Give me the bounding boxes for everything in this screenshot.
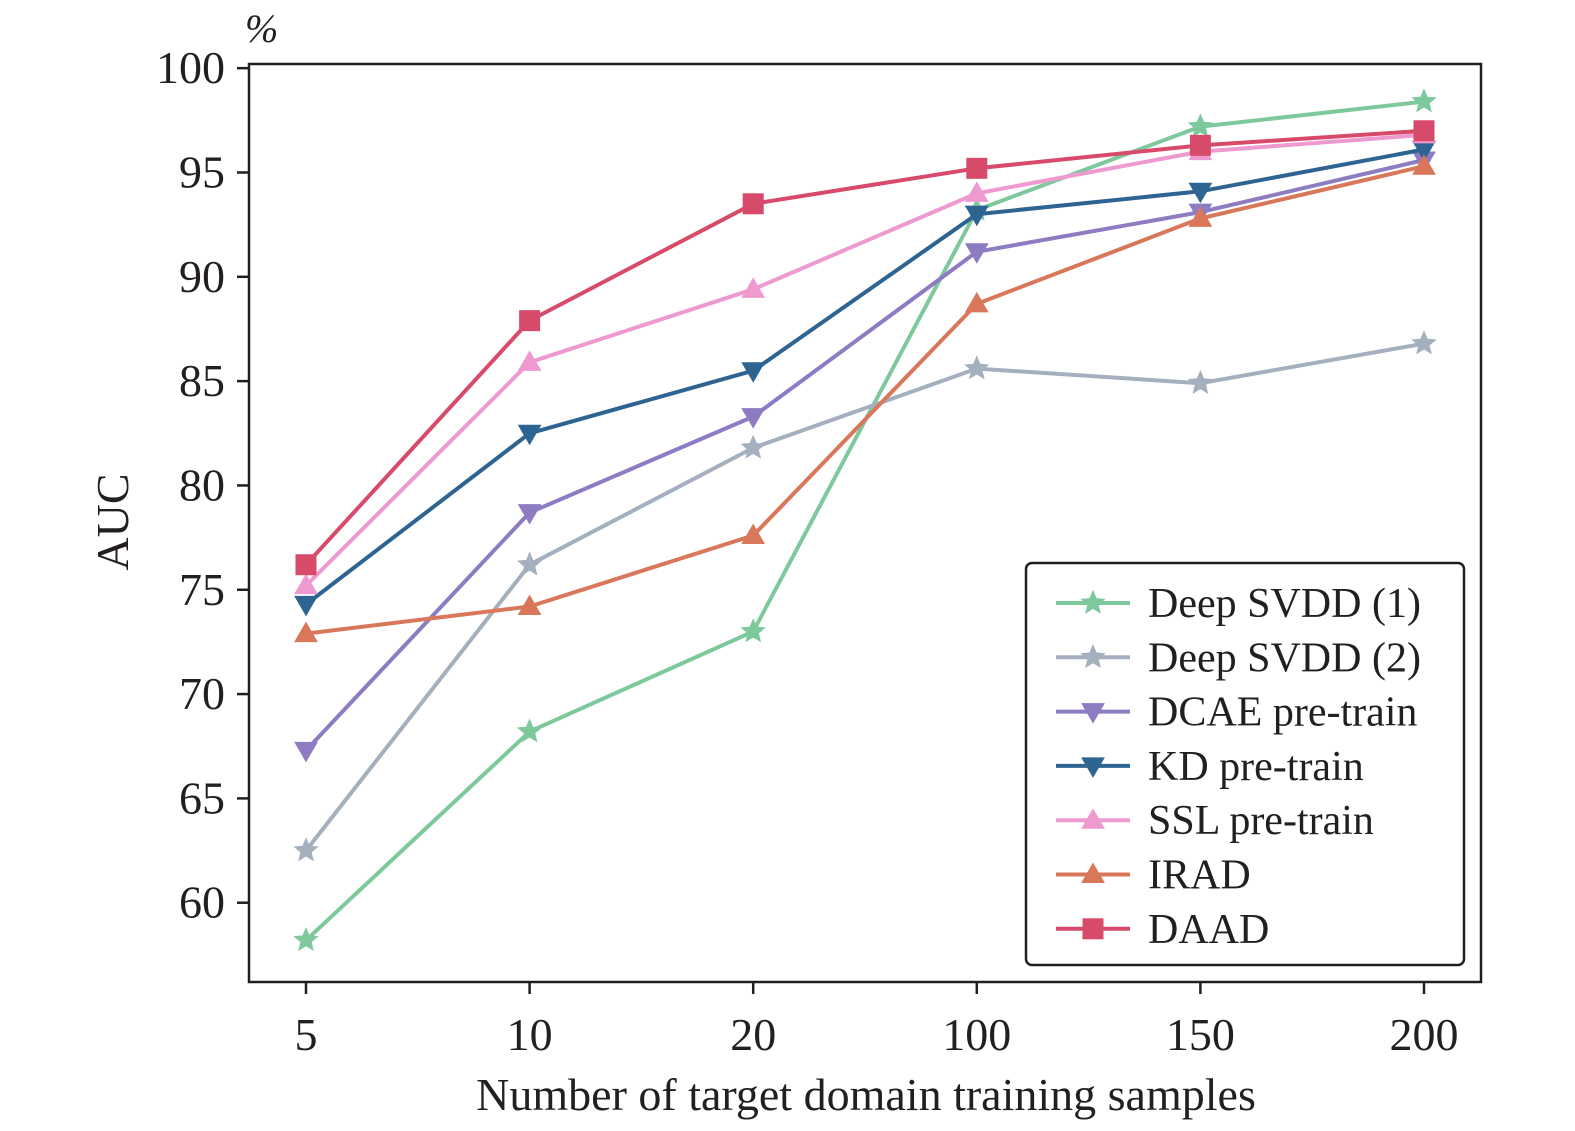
data-point: [1187, 113, 1214, 138]
legend-marker: [1081, 703, 1105, 724]
legend-marker: [1081, 757, 1105, 778]
x-tick-label: 150: [1166, 1009, 1235, 1060]
y-tick-label: 70: [179, 668, 225, 719]
series-line: [304, 132, 1425, 588]
legend-item: Deep SVDD (2): [1056, 635, 1421, 681]
data-point: [741, 362, 766, 383]
data-point: [742, 193, 764, 215]
y-tick-label: 85: [179, 355, 225, 406]
series-irad: [294, 154, 1436, 643]
legend-item: KD pre-train: [1056, 744, 1364, 790]
plot-frame: [247, 62, 1483, 984]
series-line: [305, 164, 1425, 636]
data-point: [294, 595, 318, 617]
legend: Deep SVDD (1) Deep SVDD (2) DCAE pre-train…: [1024, 561, 1466, 967]
series-dcae-pre-train: [294, 151, 1436, 763]
data-point: [516, 551, 543, 576]
data-point: [1411, 330, 1437, 355]
data-point: [964, 291, 989, 313]
data-point: [1189, 134, 1211, 156]
legend-label: IRAD: [1148, 853, 1251, 899]
data-point: [1411, 88, 1437, 113]
series-line: [304, 158, 1425, 752]
legend-label: DCAE pre-train: [1148, 690, 1417, 736]
series-daad: [295, 120, 1435, 576]
series-kd-pre-train: [294, 141, 1436, 617]
data-point: [293, 927, 319, 952]
data-point: [1413, 120, 1435, 142]
data-point: [517, 424, 542, 446]
data-point: [295, 554, 317, 576]
y-unit-label: %: [245, 6, 278, 51]
data-point: [741, 277, 766, 298]
y-tick-label: 95: [179, 146, 225, 197]
data-point: [740, 618, 766, 643]
legend-marker: [1080, 589, 1106, 614]
data-point: [1188, 182, 1213, 204]
data-point: [966, 157, 988, 179]
series-ssl-pre-train: [294, 122, 1436, 595]
x-tick-label: 200: [1390, 1009, 1459, 1060]
x-axis: 5 10 20 100 150 200: [295, 982, 1459, 1060]
legend-item: IRAD: [1056, 853, 1251, 899]
data-point: [741, 408, 766, 429]
y-axis: 60 65 70 75 80 85 90 95 100: [156, 42, 249, 928]
x-tick-label: 100: [942, 1009, 1011, 1060]
legend-marker: [1081, 808, 1105, 829]
series-line: [304, 128, 1425, 567]
data-point: [294, 573, 318, 595]
legend-marker: [1080, 644, 1106, 669]
y-axis-title: AUC: [87, 473, 138, 570]
data-point: [964, 243, 989, 264]
legend-label: Deep SVDD (2): [1148, 635, 1421, 681]
x-tick-label: 20: [730, 1009, 776, 1060]
y-tick-label: 90: [179, 251, 225, 302]
data-point: [1188, 206, 1213, 227]
series-layer: [293, 88, 1437, 952]
legend-item: SSL pre-train: [1056, 798, 1374, 844]
data-point: [516, 718, 543, 743]
y-tick-label: 60: [179, 877, 225, 928]
legend-item: DCAE pre-train: [1056, 690, 1417, 736]
y-tick-label: 100: [156, 42, 225, 93]
data-point: [517, 594, 542, 615]
legend-item: Deep SVDD (1): [1056, 581, 1421, 627]
y-tick-label: 65: [179, 772, 225, 823]
legend-label: Deep SVDD (1): [1148, 581, 1421, 627]
legend-box: [1024, 561, 1466, 967]
y-tick-label: 75: [179, 564, 225, 615]
series-line: [304, 147, 1425, 606]
data-point: [294, 621, 318, 643]
data-point: [1187, 369, 1214, 394]
data-point: [964, 181, 989, 202]
data-point: [293, 837, 319, 862]
data-point: [740, 434, 766, 459]
legend-label: KD pre-train: [1148, 744, 1364, 790]
data-point: [517, 504, 542, 525]
legend-item: DAAD: [1056, 907, 1269, 953]
data-point: [964, 205, 989, 227]
legend-label: SSL pre-train: [1148, 798, 1374, 844]
data-point: [519, 310, 541, 332]
legend-marker: [1082, 918, 1104, 940]
legend-marker: [1081, 862, 1105, 883]
data-point: [741, 523, 766, 545]
y-tick-label: 80: [179, 459, 225, 510]
data-point: [294, 741, 318, 763]
data-point: [517, 350, 542, 371]
data-point: [964, 355, 990, 380]
x-tick-label: 10: [507, 1009, 553, 1060]
data-point: [1412, 154, 1436, 175]
legend-label: DAAD: [1148, 907, 1269, 953]
x-tick-label: 5: [295, 1009, 318, 1060]
x-axis-title: Number of target domain training samples: [476, 1069, 1256, 1120]
